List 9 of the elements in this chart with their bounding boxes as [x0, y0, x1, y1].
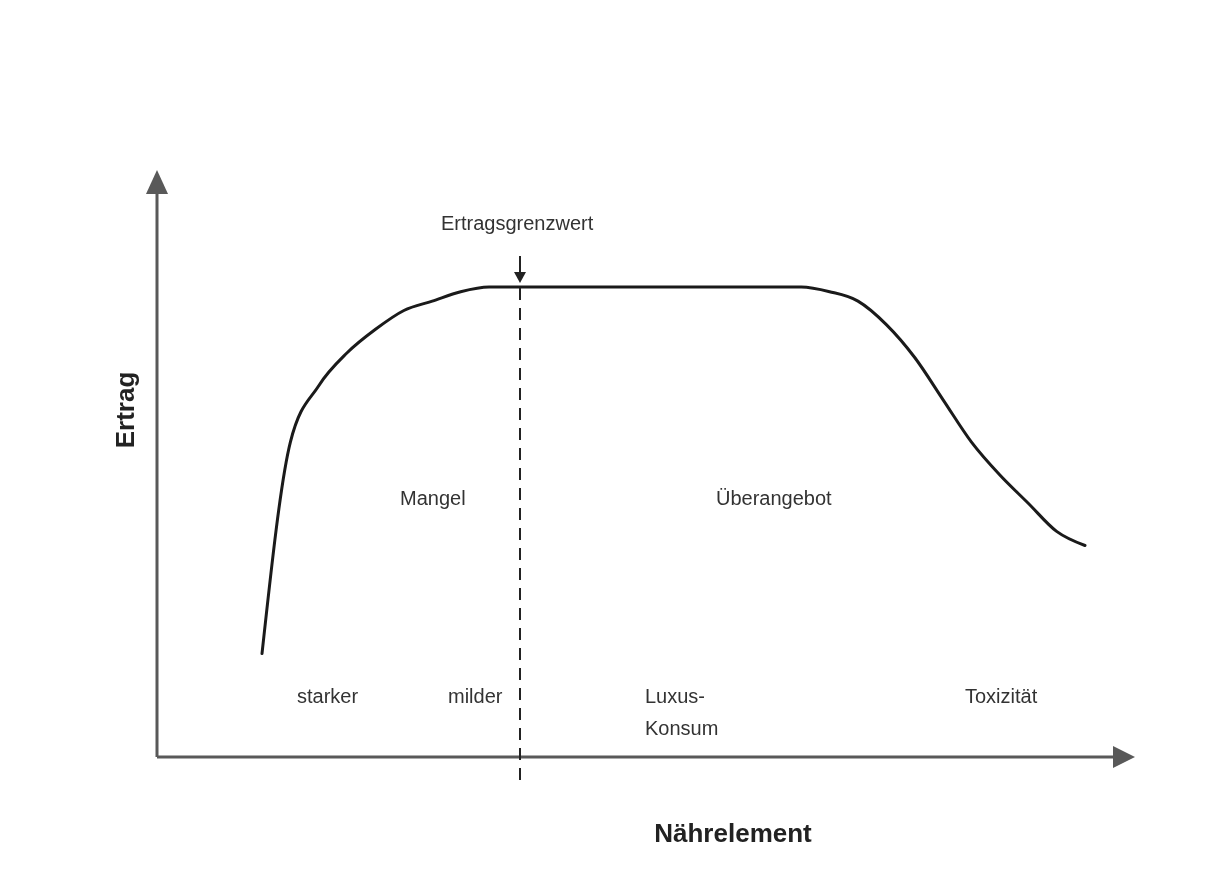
- annotation: Mangel: [400, 487, 466, 509]
- annotation: starker: [297, 685, 359, 707]
- text: Ertragsgrenzwert: [441, 212, 594, 234]
- annotation: Toxizität: [965, 685, 1038, 707]
- y-axis-title: Ertrag: [110, 371, 140, 449]
- annotation: milder: [448, 685, 503, 707]
- annotation: Luxus- Konsum: [645, 685, 719, 739]
- annotation: Überangebot: [716, 487, 833, 509]
- x-axis-title: Nährelement: [654, 818, 813, 848]
